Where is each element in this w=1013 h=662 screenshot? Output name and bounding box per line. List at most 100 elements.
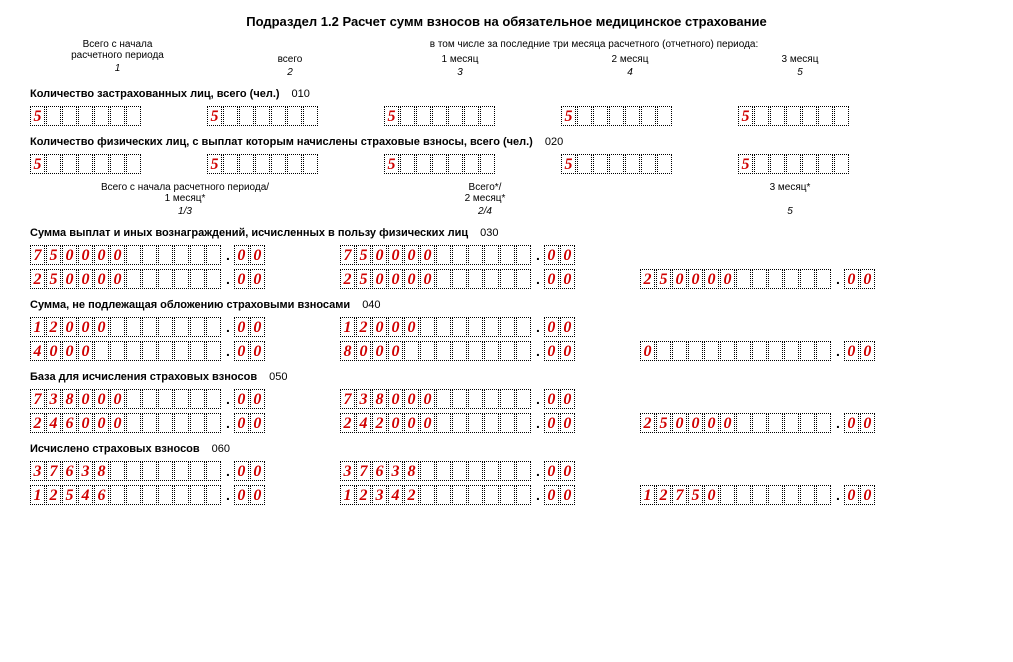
digit-cell: 0 xyxy=(844,269,859,289)
digit-cell xyxy=(816,485,831,505)
digit-cell: 8 xyxy=(372,389,387,409)
digit-cell xyxy=(190,413,205,433)
digit-cell: 0 xyxy=(250,341,265,361)
digit-cell xyxy=(126,269,141,289)
digit-cell: 0 xyxy=(720,413,735,433)
digit-cell: 0 xyxy=(234,317,249,337)
digit-cell xyxy=(94,106,109,126)
digit-cell: 0 xyxy=(544,485,559,505)
digit-cell xyxy=(516,485,531,505)
digit-cell: 1 xyxy=(340,317,355,337)
digit-cell: 2 xyxy=(356,485,371,505)
digit-cell: 0 xyxy=(560,317,575,337)
digit-cell xyxy=(500,485,515,505)
digit-cell xyxy=(609,106,624,126)
digit-cell: 0 xyxy=(560,485,575,505)
digit-cell: 0 xyxy=(704,485,719,505)
row020-cells: 55555 xyxy=(30,154,983,174)
digit-cell xyxy=(802,106,817,126)
digit-cell xyxy=(577,154,592,174)
digit-cell xyxy=(206,461,221,481)
digit-cell xyxy=(190,485,205,505)
digit-cell: 0 xyxy=(234,461,249,481)
digit-cell: 3 xyxy=(372,485,387,505)
digit-cell: 0 xyxy=(250,389,265,409)
decimal-dot: . xyxy=(226,463,230,479)
digit-cell: 4 xyxy=(78,485,93,505)
digit-cell: 2 xyxy=(404,485,419,505)
digit-cell xyxy=(688,341,703,361)
digit-cell xyxy=(609,154,624,174)
digit-cell xyxy=(468,485,483,505)
digit-cell xyxy=(464,154,479,174)
digit-cell: 0 xyxy=(640,341,655,361)
digit-cell xyxy=(126,341,141,361)
sub-header: Всего с начала расчетного периода/ 1 мес… xyxy=(30,182,983,204)
digit-cell xyxy=(800,413,815,433)
decimal-dot: . xyxy=(226,319,230,335)
digit-cell: 3 xyxy=(78,461,93,481)
digit-cell: 0 xyxy=(404,389,419,409)
hdr4-l1: 2 месяц xyxy=(545,54,715,65)
digit-cell xyxy=(800,341,815,361)
digit-cell: 1 xyxy=(30,485,45,505)
digit-cell xyxy=(174,485,189,505)
digit-cell xyxy=(452,461,467,481)
digit-cell xyxy=(816,413,831,433)
digit-cell: 0 xyxy=(234,389,249,409)
digit-cell: 0 xyxy=(110,269,125,289)
digit-cell: 5 xyxy=(207,154,222,174)
digit-cell xyxy=(142,485,157,505)
digit-cell xyxy=(158,269,173,289)
digit-cell: 1 xyxy=(640,485,655,505)
section060-label: Исчислено страховых взносов060 xyxy=(30,443,983,455)
digit-cell: 5 xyxy=(62,485,77,505)
digit-cell: 3 xyxy=(46,389,61,409)
digit-cell: 0 xyxy=(388,269,403,289)
digit-cell xyxy=(816,341,831,361)
digit-cell xyxy=(484,245,499,265)
digit-cell: 0 xyxy=(250,413,265,433)
hdr3-n: 3 xyxy=(375,67,545,78)
row010-cells: 55555 xyxy=(30,106,983,126)
decimal-dot: . xyxy=(226,247,230,263)
digit-cell xyxy=(303,154,318,174)
digit-cell xyxy=(126,485,141,505)
digit-cell: 2 xyxy=(356,317,371,337)
digit-cell: 0 xyxy=(46,341,61,361)
decimal-dot: . xyxy=(836,271,840,287)
digit-cell: 1 xyxy=(30,317,45,337)
digit-cell: 2 xyxy=(46,317,61,337)
digit-cell: 5 xyxy=(738,154,753,174)
digit-cell xyxy=(142,389,157,409)
digit-cell: 7 xyxy=(672,485,687,505)
digit-cell xyxy=(516,413,531,433)
digit-cell xyxy=(255,106,270,126)
digit-cell: 0 xyxy=(78,389,93,409)
digit-cell xyxy=(516,389,531,409)
digit-cell xyxy=(436,341,451,361)
digit-cell xyxy=(768,485,783,505)
decimal-dot: . xyxy=(226,487,230,503)
digit-cell xyxy=(484,269,499,289)
digit-cell: 0 xyxy=(94,317,109,337)
digit-cell xyxy=(436,461,451,481)
digit-cell xyxy=(78,154,93,174)
digit-cell: 0 xyxy=(372,269,387,289)
digit-cell xyxy=(625,154,640,174)
digit-cell xyxy=(448,154,463,174)
digit-cell xyxy=(468,317,483,337)
digit-cell xyxy=(816,269,831,289)
digit-cell: 0 xyxy=(672,413,687,433)
digit-cell: 6 xyxy=(62,461,77,481)
digit-cell xyxy=(436,485,451,505)
digit-cell: 0 xyxy=(844,413,859,433)
digit-cell xyxy=(720,485,735,505)
digit-cell xyxy=(190,389,205,409)
digit-cell xyxy=(436,269,451,289)
digit-cell: 5 xyxy=(384,154,399,174)
digit-cell xyxy=(468,245,483,265)
digit-cell: 5 xyxy=(656,413,671,433)
digit-cell: 0 xyxy=(372,317,387,337)
digit-cell: 0 xyxy=(94,245,109,265)
